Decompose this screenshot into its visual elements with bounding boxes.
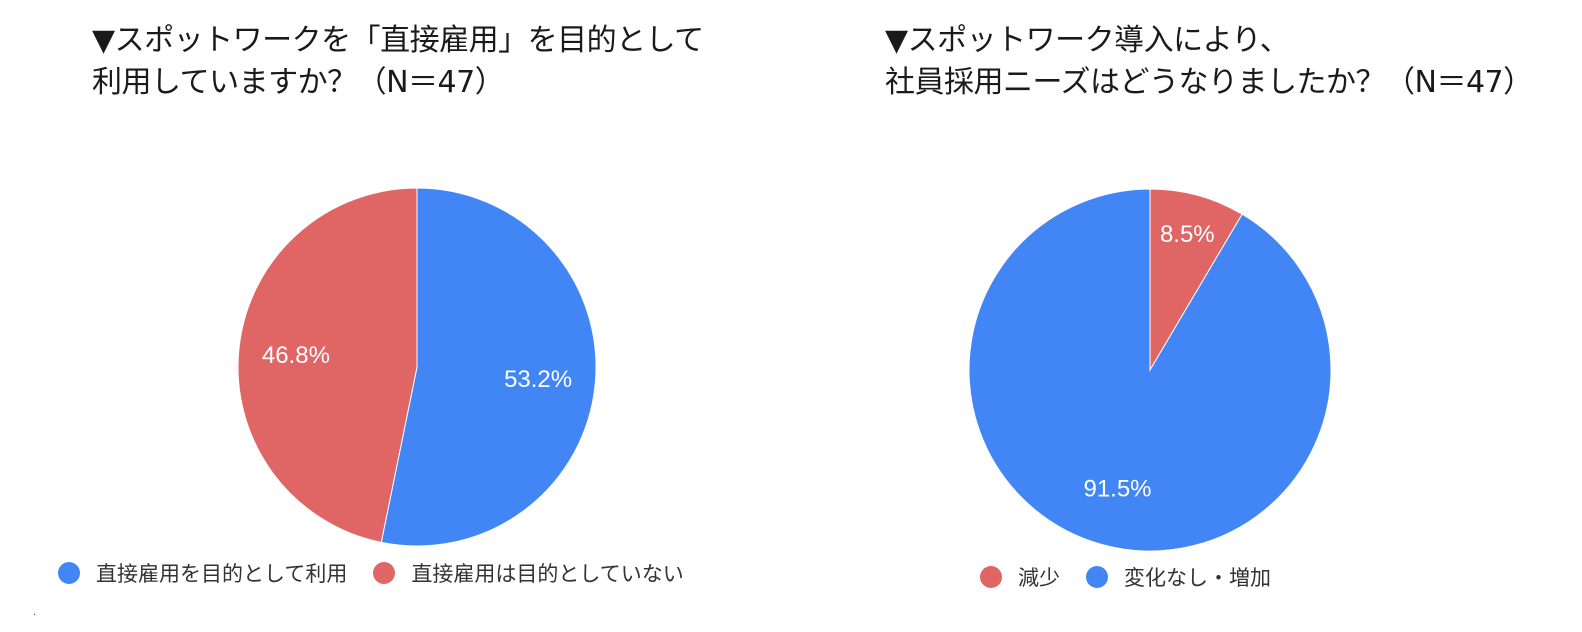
pie-slice (380, 187, 597, 547)
pie-slice (237, 187, 418, 543)
chart-title: ▼スポットワークを「直接雇用」を目的として 利用していますか？（N＝47） (92, 20, 704, 104)
legend-marker-icon (373, 562, 396, 584)
chart-panel-direct-hire: ▼スポットワークを「直接雇用」を目的として 利用していますか？（N＝47） 53… (0, 0, 790, 632)
slice-value-label: 46.8% (262, 342, 330, 369)
legend-item-no-change-or-increase: 変化なし・増加 (1086, 562, 1271, 592)
slice-value-label: 91.5% (1083, 476, 1151, 503)
chart-legend: 減少 変化なし・増加 (980, 562, 1297, 592)
legend-marker-icon (1086, 566, 1108, 588)
chart-legend: 直接雇用を目的として利用 直接雇用は目的としていない (58, 558, 710, 588)
chart-title-line-2: 利用していますか？（N＝47） (92, 65, 505, 100)
chart-title-line-2: 社員採用ニーズはどうなりましたか？（N＝47） (885, 65, 1533, 100)
legend-label: 直接雇用を目的として利用 (96, 562, 348, 586)
pie-slice (1149, 188, 1243, 372)
chart-title-line-1: ▼スポットワークを「直接雇用」を目的として (92, 23, 704, 58)
legend-item-direct-hire-purpose: 直接雇用を目的として利用 (58, 558, 347, 588)
legend-marker-icon (58, 562, 80, 584)
legend-label: 減少 (1018, 566, 1060, 590)
slice-value-label: 53.2% (504, 366, 572, 393)
legend-label: 変化なし・増加 (1124, 566, 1271, 590)
slice-value-label: 8.5% (1160, 221, 1215, 248)
pie-slice (968, 188, 1332, 552)
chart-title-line-1: ▼スポットワーク導入により、 (885, 23, 1290, 58)
legend-item-decrease: 減少 (980, 562, 1060, 592)
legend-item-no-direct-hire-purpose: 直接雇用は目的としていない (373, 558, 684, 588)
legend-label: 直接雇用は目的としていない (411, 562, 684, 586)
chart-panel-hiring-needs: ▼スポットワーク導入により、 社員採用ニーズはどうなりましたか？（N＝47） 8… (790, 0, 1582, 632)
pie-chart: 53.2% 46.8% (237, 187, 597, 547)
stray-mark: . (33, 607, 37, 618)
legend-marker-icon (980, 566, 1002, 588)
pie-chart: 8.5% 91.5% (968, 188, 1332, 552)
chart-title: ▼スポットワーク導入により、 社員採用ニーズはどうなりましたか？（N＝47） (885, 20, 1533, 104)
